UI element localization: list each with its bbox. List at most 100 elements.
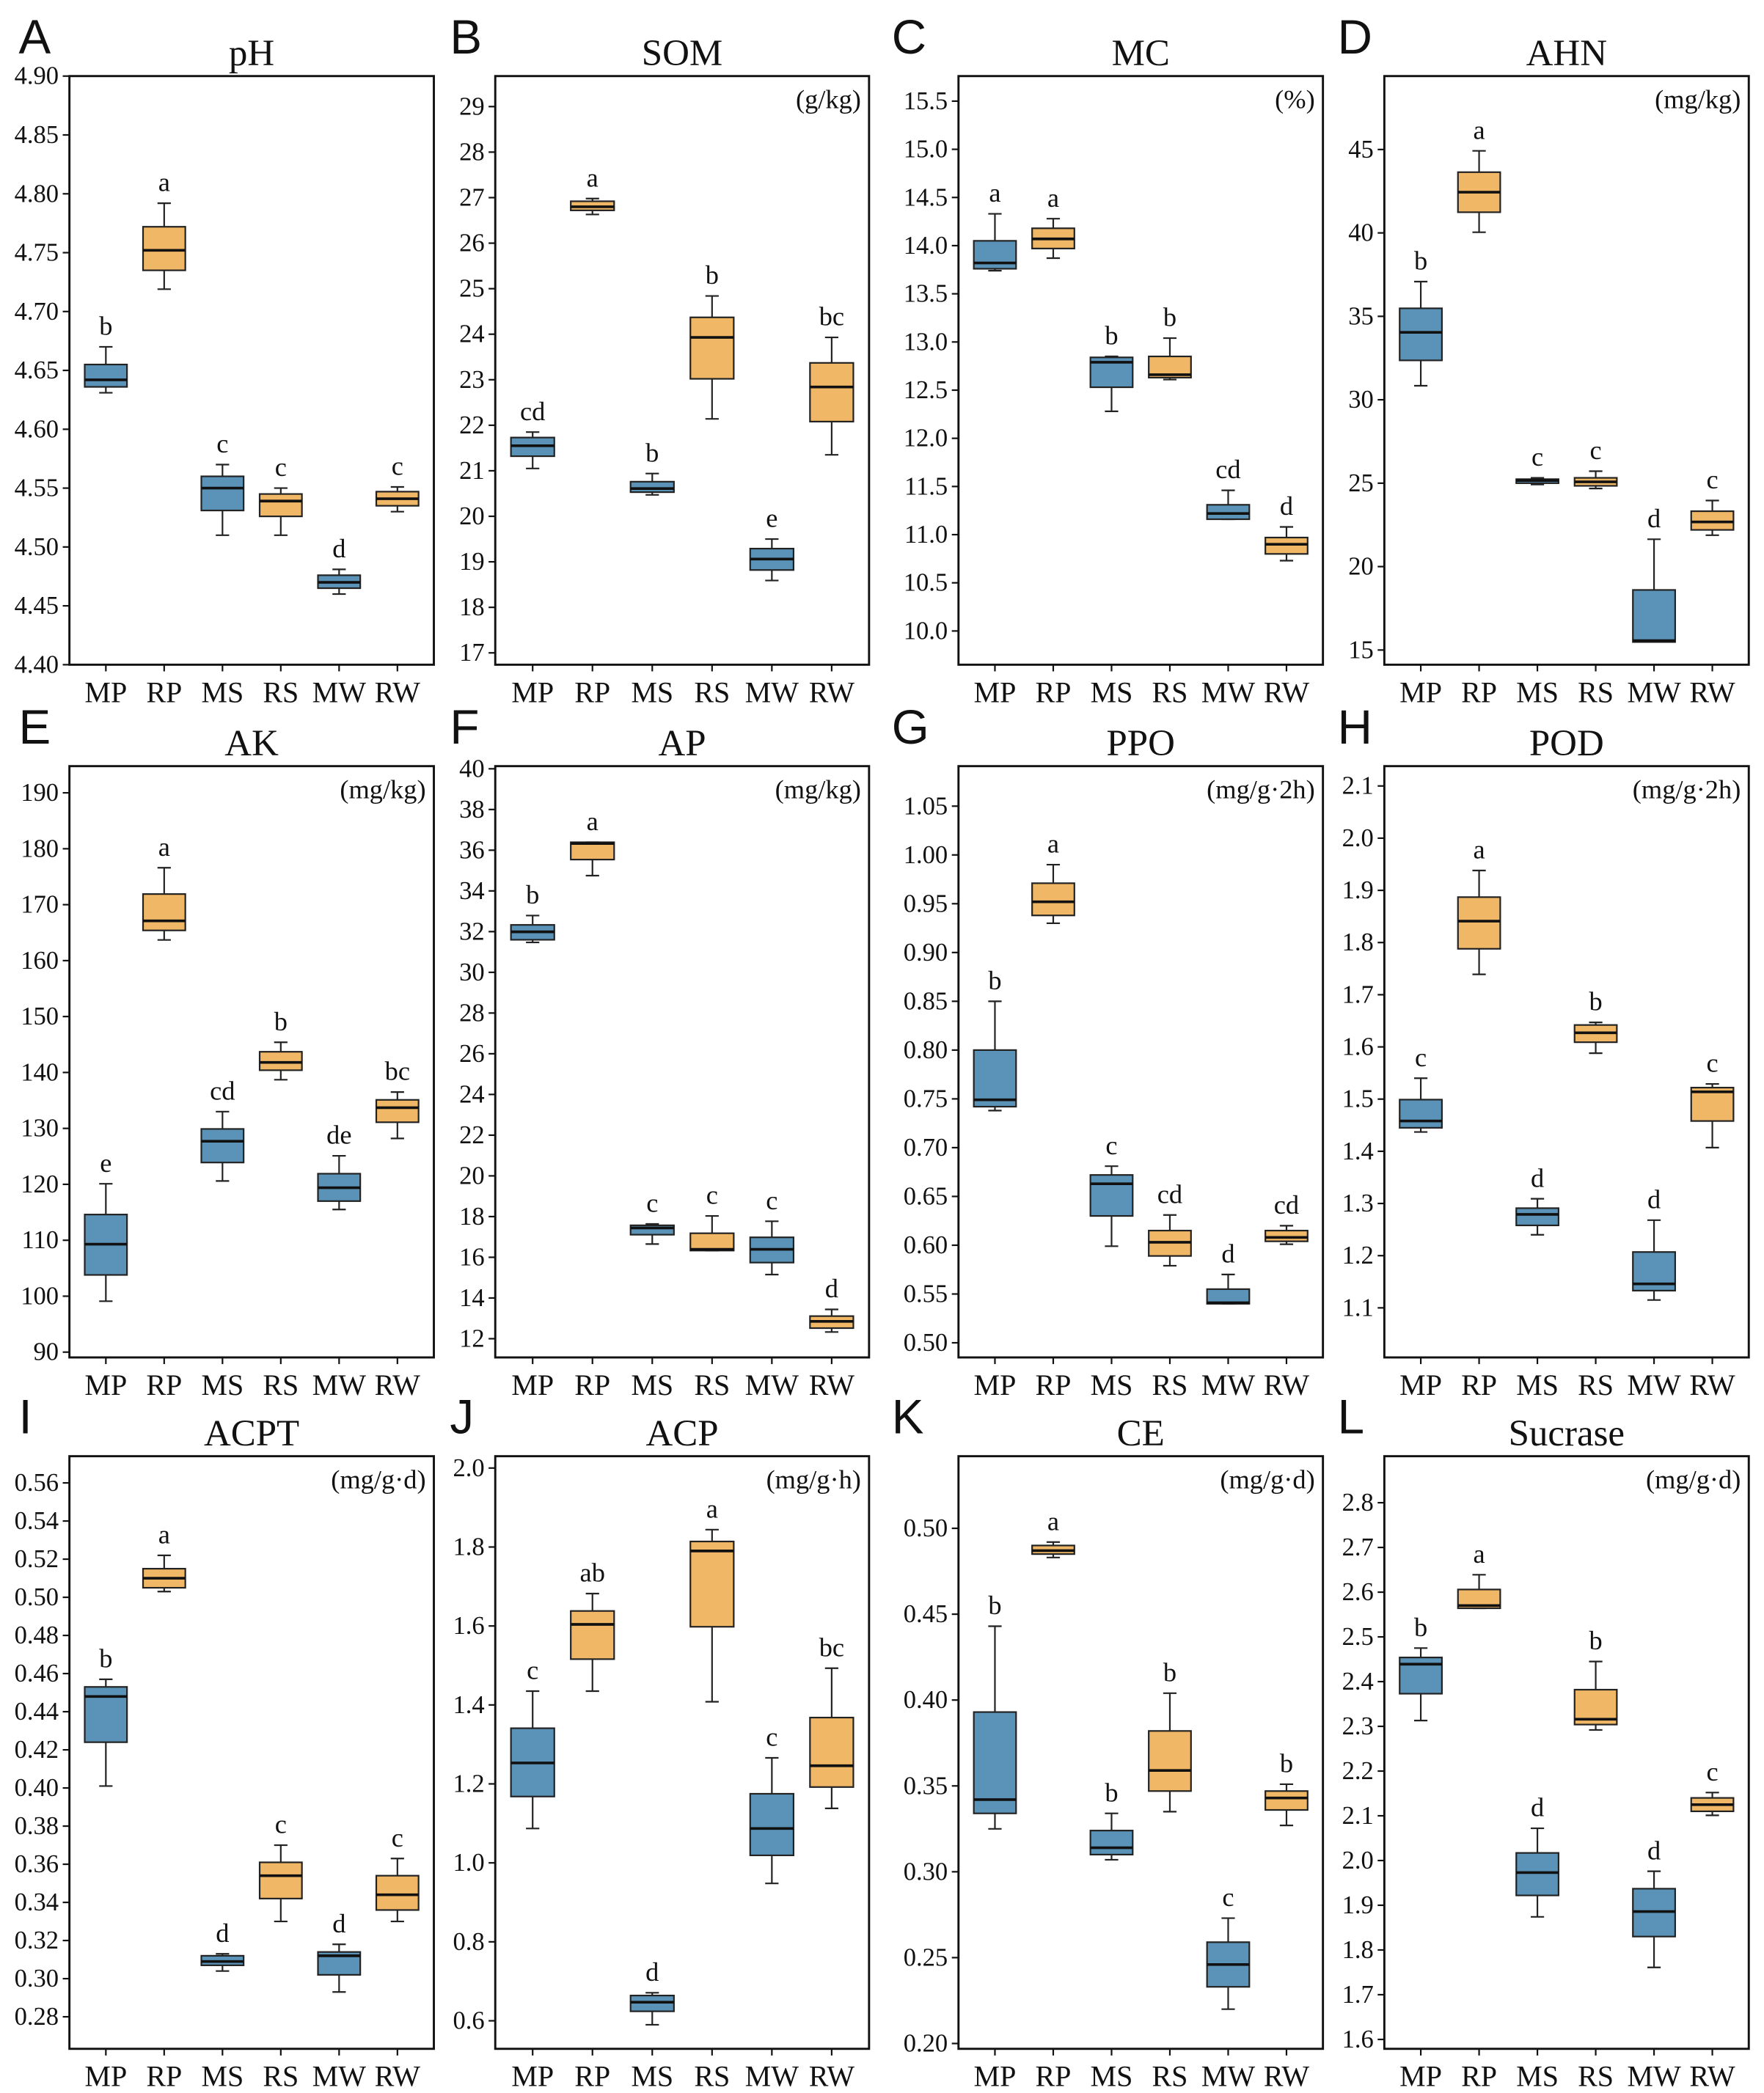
panel-title: ACP <box>645 1413 718 1454</box>
significance-label: d <box>332 534 345 563</box>
significance-label: e <box>100 1148 111 1178</box>
box-rp: a <box>1031 183 1075 260</box>
x-tick-label: RW <box>1264 675 1309 708</box>
box-ms: d <box>1515 1163 1559 1236</box>
significance-label: cd <box>1215 455 1240 484</box>
x-tick-label: RW <box>809 1368 854 1401</box>
x-tick-label: MP <box>1399 675 1442 708</box>
y-tick-label: 2.0 <box>1342 824 1374 852</box>
box-rw: c <box>1690 1049 1735 1148</box>
y-tick-label: 16 <box>459 1243 485 1271</box>
unit-label: (mg/g·h) <box>766 1465 861 1494</box>
panel-c: C MC (%) 10.0 10.5 11.0 11.5 12.0 12.5 13.0 13.5 14… <box>892 10 1325 708</box>
plot-frame <box>494 1455 871 2050</box>
box-iqr <box>375 1099 420 1124</box>
y-tick-label: 150 <box>21 1002 59 1030</box>
significance-label: bc <box>385 1057 410 1086</box>
box-mw: c <box>749 1186 794 1276</box>
y-tick-label: 4.70 <box>15 298 59 326</box>
significance-label: a <box>158 1520 170 1549</box>
plot-frame <box>68 765 435 1359</box>
y-tick-label: 12.5 <box>904 376 948 404</box>
box-rp: a <box>1457 835 1501 975</box>
significance-label: b <box>1105 321 1118 351</box>
x-tick-label: MP <box>1399 1368 1442 1401</box>
y-tick-label: 1.9 <box>1342 876 1374 904</box>
box-rw: d <box>1265 491 1309 562</box>
y-tick-label: 1.8 <box>453 1533 484 1561</box>
y-tick-label: 14.0 <box>904 232 948 260</box>
y-tick-label: 0.30 <box>904 1858 948 1885</box>
y-tick-label: 0.90 <box>904 939 948 967</box>
unit-label: (mg/g·d) <box>1220 1465 1314 1494</box>
y-tick-label: 45 <box>1348 136 1374 164</box>
significance-label: b <box>99 312 112 341</box>
significance-label: de <box>326 1121 351 1150</box>
x-tick-label: RP <box>146 1368 182 1401</box>
plot-frame <box>68 1455 435 2050</box>
y-tick-label: 1.05 <box>904 792 948 820</box>
panel-j: J ACP (mg/g·h) 0.6 0.8 1.0 1.2 1.4 1.6 1.8 2.0 c MP a… <box>450 1390 871 2093</box>
significance-label: d <box>1647 1836 1661 1865</box>
y-tick-label: 22 <box>459 1121 485 1149</box>
x-tick-label: MW <box>1627 2060 1681 2093</box>
x-tick-label: MW <box>1201 675 1256 708</box>
significance-label: d <box>216 1918 229 1948</box>
box-mp: b <box>973 966 1017 1112</box>
box-iqr <box>1632 589 1676 643</box>
significance-label: a <box>158 168 170 197</box>
y-tick-label: 4.40 <box>15 650 59 678</box>
box-rp: a <box>1031 829 1075 925</box>
box-mw: c <box>1206 1883 1251 2010</box>
y-tick-label: 0.40 <box>15 1774 59 1802</box>
y-tick-label: 1.3 <box>1342 1190 1374 1217</box>
box-rs: b <box>1148 303 1192 381</box>
x-tick-label: RW <box>375 675 420 708</box>
y-tick-label: 4.50 <box>15 533 59 561</box>
box-rp: a <box>142 168 186 290</box>
significance-label: a <box>158 832 170 862</box>
unit-label: (mg/g·d) <box>331 1465 425 1494</box>
x-tick-label: MW <box>312 2060 367 2093</box>
box-ms: c <box>1089 1131 1134 1247</box>
box-ms: c <box>1515 442 1559 485</box>
box-rs: b <box>1573 1626 1618 1731</box>
y-tick-label: 1.8 <box>1342 1936 1374 1964</box>
x-tick-label: RW <box>809 675 854 708</box>
box-mw: d <box>1632 504 1676 643</box>
box-mw: de <box>317 1121 362 1211</box>
box-mw: d <box>1632 1184 1676 1301</box>
significance-label: b <box>1163 1657 1176 1687</box>
box-rw: bc <box>375 1057 420 1140</box>
y-tick-label: 32 <box>459 917 485 945</box>
y-tick-label: 0.32 <box>15 1927 59 1954</box>
panel-k: K CE (mg/g·d) 0.20 0.25 0.30 0.35 0.40 0.45 0.50 b… <box>892 1390 1325 2093</box>
significance-label: b <box>645 438 659 467</box>
y-tick-label: 0.46 <box>15 1660 59 1687</box>
box-rw: bc <box>809 1632 854 1809</box>
significance-label: c <box>216 429 228 458</box>
y-tick-label: 4.45 <box>15 592 59 620</box>
y-tick-label: 130 <box>21 1115 59 1143</box>
y-tick-label: 0.20 <box>904 2029 948 2057</box>
x-tick-label: RS <box>694 1368 730 1401</box>
box-rs: c <box>1573 436 1618 490</box>
y-tick-label: 2.5 <box>1342 1623 1374 1651</box>
y-tick-label: 120 <box>21 1170 59 1198</box>
y-tick-label: 40 <box>1348 219 1374 247</box>
panel-letter: A <box>18 10 51 64</box>
box-iqr <box>1089 1174 1134 1217</box>
box-rp: a <box>570 163 615 216</box>
x-tick-label: MP <box>1399 2060 1442 2093</box>
x-tick-label: RP <box>1461 1368 1497 1401</box>
x-tick-label: RP <box>1461 675 1497 708</box>
significance-label: a <box>706 1494 718 1523</box>
box-mp: b <box>1399 246 1443 387</box>
x-tick-label: RS <box>1578 2060 1614 2093</box>
y-tick-label: 28 <box>459 138 485 166</box>
box-rw: c <box>375 1823 420 1923</box>
box-mw: d <box>317 534 362 595</box>
significance-label: cd <box>1274 1190 1299 1220</box>
x-tick-label: MS <box>1091 1368 1133 1401</box>
significance-label: cd <box>520 397 545 426</box>
